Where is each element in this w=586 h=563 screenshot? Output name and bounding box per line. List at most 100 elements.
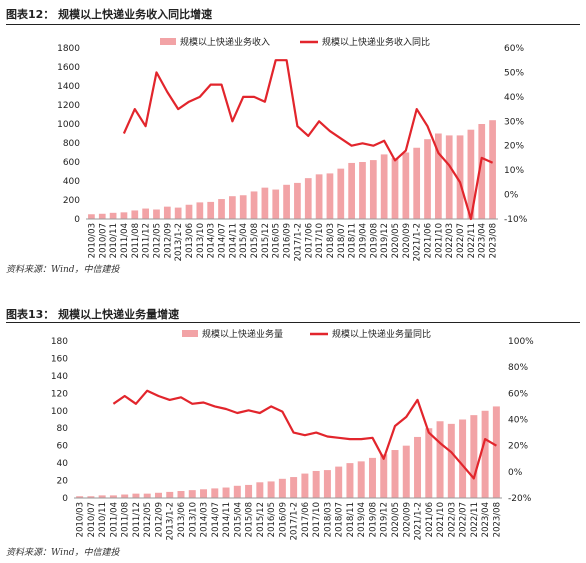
left-tick-label: 400 (63, 177, 80, 187)
bar (143, 493, 151, 498)
bar (132, 493, 140, 498)
x-tick-label: 2014/03 (207, 223, 217, 258)
right-tick-label: -20% (508, 494, 532, 504)
x-tick-label: 2020/05 (391, 502, 401, 537)
bar (369, 160, 377, 219)
x-tick-label: 2012/09 (163, 223, 173, 258)
bar (229, 196, 236, 219)
x-tick-label: 2010/03 (87, 223, 97, 258)
x-tick-label: 2021/10 (436, 502, 446, 537)
bar (470, 415, 478, 498)
x-tick-label: 2017/06 (304, 223, 314, 258)
left-tick-label: 1000 (57, 120, 80, 130)
left-tick-label: 1400 (57, 82, 80, 92)
left-tick-label: 20 (57, 477, 69, 487)
bar (120, 212, 128, 219)
x-tick-label: 2013/10 (196, 223, 206, 258)
bar (294, 182, 301, 219)
bar (424, 139, 431, 219)
bar (88, 214, 95, 219)
x-tick-label: 2023/08 (492, 502, 502, 537)
bar (153, 209, 160, 219)
x-tick-label: 2011/12 (142, 223, 152, 258)
right-tick-label: -10% (504, 215, 528, 225)
x-tick-label: 2014/07 (218, 223, 228, 258)
x-tick-label: 2019/08 (368, 502, 378, 537)
x-tick-label: 2017/06 (301, 502, 311, 537)
left-tick-label: 80 (57, 424, 69, 434)
x-tick-label: 2016/09 (278, 502, 288, 537)
legend-line-label: 规模以上快递业务量同比 (332, 328, 431, 340)
bar (391, 158, 399, 219)
x-tick-label: 2018/03 (326, 223, 336, 258)
x-tick-label: 2019/04 (357, 502, 367, 537)
x-tick-label: 2019/04 (358, 223, 368, 258)
x-tick-label: 2018/07 (335, 502, 345, 537)
x-tick-label: 2014/11 (228, 223, 238, 258)
x-tick-label: 2020/05 (391, 223, 401, 258)
bar (323, 470, 331, 498)
right-tick-label: 20% (504, 142, 524, 152)
bar (290, 477, 298, 498)
x-tick-label: 2015/08 (250, 223, 260, 258)
right-tick-label: 60% (504, 44, 524, 54)
left-tick-label: 600 (63, 158, 80, 168)
bar (121, 494, 129, 498)
right-tick-label: 100% (508, 337, 534, 347)
x-tick-label: 2010/11 (98, 502, 108, 537)
x-tick-label: 2013/06 (185, 223, 195, 258)
bar (447, 423, 455, 498)
bar (312, 470, 320, 498)
bar (435, 133, 442, 219)
x-tick-label: 2018/03 (323, 502, 333, 537)
left-tick-label: 40 (57, 459, 69, 469)
right-tick-label: 50% (504, 68, 524, 78)
x-tick-label: 2022/03 (445, 223, 455, 258)
x-tick-label: 2019/08 (369, 223, 379, 258)
bar (348, 162, 355, 219)
figure-title: 图表13： 规模以上快递业务量增速 (6, 308, 180, 321)
x-tick-label: 2016/09 (283, 223, 293, 258)
bar (131, 210, 139, 219)
bar (326, 173, 334, 219)
left-tick-label: 100 (51, 407, 68, 417)
x-tick-label: 2016/05 (267, 502, 277, 537)
bar (98, 213, 106, 219)
bar (425, 428, 433, 498)
source-note: 资料来源：Wind，中信建投 (6, 265, 120, 275)
legend-bar-swatch (182, 330, 198, 337)
x-tick-label: 2015/04 (233, 502, 243, 537)
x-tick-label: 2011/08 (121, 502, 131, 537)
figure-title: 图表12： 规模以上快递业务收入同比增速 (6, 8, 213, 21)
x-tick-label: 2014/11 (222, 502, 232, 537)
bar (109, 495, 117, 498)
bar (278, 478, 286, 498)
x-tick-label: 2018/11 (348, 223, 358, 258)
right-tick-label: 60% (508, 389, 528, 399)
bar (357, 461, 365, 498)
left-tick-label: 120 (51, 389, 68, 399)
right-tick-label: 30% (504, 117, 524, 127)
x-tick-label: 2019/12 (380, 223, 390, 258)
x-tick-label: 2017/10 (315, 223, 325, 258)
left-tick-label: 180 (51, 337, 68, 347)
x-tick-label: 2020/09 (402, 223, 412, 258)
x-tick-label: 2023/04 (478, 223, 488, 258)
bar (346, 463, 354, 498)
x-tick-label: 2017/10 (312, 502, 322, 537)
legend-bar-label: 规模以上快递业务收入 (180, 36, 270, 48)
bar (250, 191, 258, 219)
bar (380, 154, 388, 219)
x-tick-label: 2012/05 (152, 223, 162, 258)
x-tick-label: 2016/05 (272, 223, 282, 258)
left-tick-label: 200 (63, 196, 80, 206)
bar (233, 485, 241, 498)
x-tick-label: 2017/1-2 (293, 223, 303, 261)
x-tick-label: 2014/07 (211, 502, 221, 537)
bar (459, 419, 467, 498)
x-tick-label: 2018/11 (346, 502, 356, 537)
bar (359, 162, 366, 219)
bar (174, 207, 182, 219)
x-tick-label: 2010/11 (109, 223, 119, 258)
left-tick-label: 1200 (57, 101, 80, 111)
